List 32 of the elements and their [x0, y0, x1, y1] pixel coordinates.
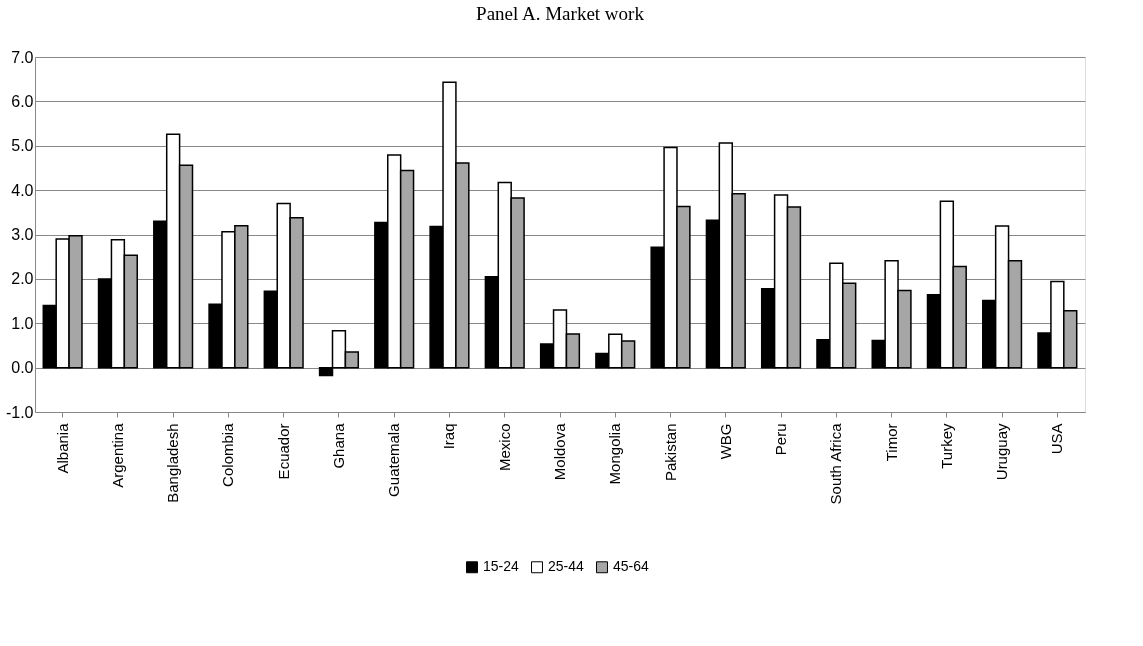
x-tick-label: Pakistan — [661, 423, 679, 482]
y-tick-label: 1.0 — [11, 314, 34, 332]
x-tick-label: WBG — [716, 423, 734, 460]
x-tick-label: Turkey — [937, 423, 955, 469]
x-tick-label: Bangladesh — [164, 423, 182, 503]
y-tick-label: 3.0 — [11, 226, 34, 243]
x-tick-label: Iraq — [440, 423, 458, 450]
x-tick-label: Albania — [53, 422, 71, 474]
x-tick-label: Mexico — [495, 423, 513, 472]
x-tick-label: Ecuador — [274, 423, 292, 480]
x-tick-label: Ghana — [329, 422, 347, 469]
chart-title: Panel A. Market work — [476, 3, 645, 24]
x-tick-label: Peru — [772, 423, 790, 456]
x-tick-label: Uruguay — [993, 423, 1011, 481]
legend-label: 15-24 — [483, 558, 520, 575]
x-tick-label: Timor — [882, 423, 900, 462]
legend-label: 25-44 — [548, 558, 585, 575]
x-tick-label: Guatemala — [385, 422, 403, 497]
x-tick-label: South Africa — [827, 422, 845, 505]
x-tick-label: USA — [1048, 423, 1066, 455]
y-tick-label: -1.0 — [5, 403, 34, 421]
y-tick-label: 6.0 — [11, 92, 34, 110]
y-tick-label: 7.0 — [11, 48, 34, 66]
x-tick-label: Colombia — [219, 422, 237, 487]
y-tick-label: 0.0 — [11, 359, 34, 377]
legend-label: 45-64 — [613, 558, 650, 575]
x-tick-label: Argentina — [108, 422, 126, 488]
y-tick-label: 5.0 — [11, 137, 34, 155]
y-tick-label: 4.0 — [11, 181, 34, 199]
x-tick-label: Mongolia — [606, 422, 624, 485]
y-tick-label: 2.0 — [11, 270, 34, 288]
x-tick-label: Moldova — [551, 422, 568, 481]
